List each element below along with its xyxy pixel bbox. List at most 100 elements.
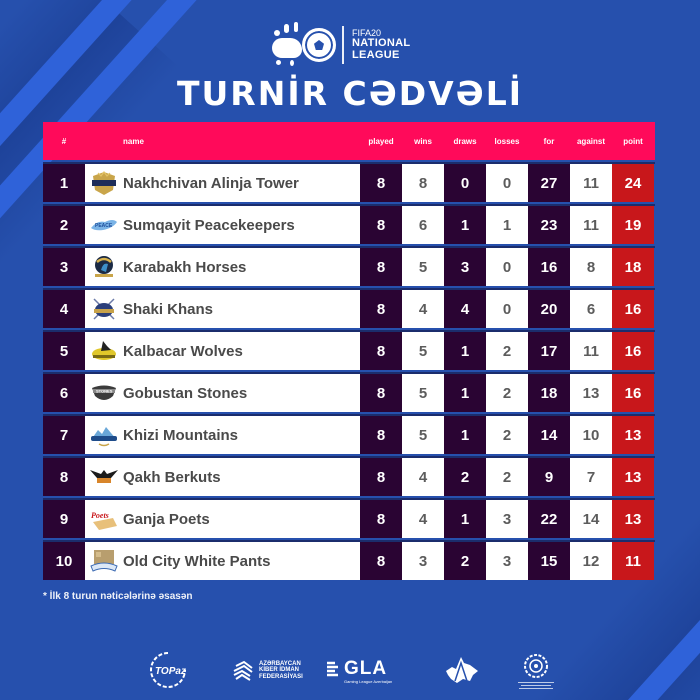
topaz-ring-icon: TOPaz xyxy=(150,651,186,688)
brand-line-2: NATIONAL xyxy=(352,37,411,50)
goals-against-cell: 10 xyxy=(570,416,612,454)
points-cell: 11 xyxy=(612,542,654,580)
losses-cell: 2 xyxy=(486,458,528,496)
played-cell: 8 xyxy=(360,374,402,412)
goals-against-cell: 11 xyxy=(570,164,612,202)
draws-cell: 1 xyxy=(444,374,486,412)
goals-for-cell: 22 xyxy=(528,500,570,538)
draws-cell: 1 xyxy=(444,416,486,454)
team-name-cell: Nakhchivan Alinja Tower xyxy=(85,164,360,202)
team-name: Karabakh Horses xyxy=(123,258,247,276)
splash-ball-icon xyxy=(270,22,336,68)
wins-cell: 5 xyxy=(402,248,444,286)
rank-cell: 3 xyxy=(43,248,85,286)
gla-logo: GLA Gaming League Azerbaijan xyxy=(326,648,392,693)
goals-for-cell: 16 xyxy=(528,248,570,286)
team-name: Nakhchivan Alinja Tower xyxy=(123,174,299,192)
losses-cell: 3 xyxy=(486,542,528,580)
team-name-cell: PEACE Sumqayit Peacekeepers xyxy=(85,206,360,244)
goals-against-cell: 14 xyxy=(570,500,612,538)
goals-for-cell: 17 xyxy=(528,332,570,370)
team-name: Qakh Berkuts xyxy=(123,468,221,486)
played-cell: 8 xyxy=(360,500,402,538)
table-row: 10 Old City White Pants 8 3 2 3 15 12 11 xyxy=(43,540,655,580)
wins-cell: 4 xyxy=(402,500,444,538)
goals-for-cell: 20 xyxy=(528,290,570,328)
played-cell: 8 xyxy=(360,290,402,328)
losses-cell: 0 xyxy=(486,290,528,328)
horses-logo-icon xyxy=(89,254,119,280)
table-row: 5 Kalbacar Wolves 8 5 1 2 17 11 16 xyxy=(43,330,655,370)
ministry-map-logo xyxy=(443,648,481,693)
brand-line-3: LEAGUE xyxy=(352,48,400,61)
losses-cell: 1 xyxy=(486,206,528,244)
draws-cell: 1 xyxy=(444,500,486,538)
white-pants-logo-icon xyxy=(89,548,119,574)
table-row: 3 Karabakh Horses 8 5 3 0 16 8 18 xyxy=(43,246,655,286)
rank-cell: 8 xyxy=(43,458,85,496)
draws-cell: 2 xyxy=(444,542,486,580)
played-cell: 8 xyxy=(360,332,402,370)
played-cell: 8 xyxy=(360,164,402,202)
goals-against-cell: 8 xyxy=(570,248,612,286)
wins-cell: 3 xyxy=(402,542,444,580)
mountains-logo-icon xyxy=(89,422,119,448)
poets-logo-icon: Poets xyxy=(89,506,119,532)
standings-table: # name played wins draws losses for agai… xyxy=(43,122,655,580)
points-cell: 16 xyxy=(612,290,654,328)
points-cell: 18 xyxy=(612,248,654,286)
goals-against-cell: 11 xyxy=(570,332,612,370)
losses-cell: 2 xyxy=(486,416,528,454)
team-name-cell: Poets Ganja Poets xyxy=(85,500,360,538)
ornament-emblem-icon xyxy=(524,653,548,678)
played-cell: 8 xyxy=(360,206,402,244)
played-cell: 8 xyxy=(360,458,402,496)
svg-text:Poets: Poets xyxy=(91,511,109,520)
draws-cell: 1 xyxy=(444,332,486,370)
goals-against-cell: 12 xyxy=(570,542,612,580)
rank-cell: 10 xyxy=(43,542,85,580)
losses-cell: 0 xyxy=(486,248,528,286)
berkuts-logo-icon xyxy=(89,464,119,490)
team-name-cell: Khizi Mountains xyxy=(85,416,360,454)
team-name-cell: STONES Gobustan Stones xyxy=(85,374,360,412)
goals-for-cell: 9 xyxy=(528,458,570,496)
team-name: Shaki Khans xyxy=(123,300,214,318)
team-name-cell: Karabakh Horses xyxy=(85,248,360,286)
draws-cell: 0 xyxy=(444,164,486,202)
draws-cell: 4 xyxy=(444,290,486,328)
points-cell: 24 xyxy=(612,164,654,202)
losses-cell: 2 xyxy=(486,374,528,412)
akif-emblem-icon xyxy=(233,660,253,681)
goals-for-cell: 27 xyxy=(528,164,570,202)
table-row: 4 Shaki Khans 8 4 4 0 20 6 16 xyxy=(43,288,655,328)
points-cell: 19 xyxy=(612,206,654,244)
points-cell: 16 xyxy=(612,374,654,412)
header-against: against xyxy=(576,136,605,146)
footnote: * İlk 8 turun nəticələrinə əsasən xyxy=(43,591,193,602)
svg-text:PEACE: PEACE xyxy=(95,223,113,229)
team-name: Kalbacar Wolves xyxy=(123,342,243,360)
header-losses: losses xyxy=(494,136,520,146)
team-name: Old City White Pants xyxy=(123,552,271,570)
stones-logo-icon: STONES xyxy=(89,380,119,406)
team-name-cell: Shaki Khans xyxy=(85,290,360,328)
state-agency-logo xyxy=(518,648,554,693)
league-logo: FIFA20 NATIONAL LEAGUE xyxy=(270,20,440,70)
sponsor-bar: TOPaz AZƏRBAYCAN KİBER İDMAN FEDERASİYAS… xyxy=(0,648,700,693)
wins-cell: 8 xyxy=(402,164,444,202)
goals-against-cell: 7 xyxy=(570,458,612,496)
draws-cell: 1 xyxy=(444,206,486,244)
rank-cell: 2 xyxy=(43,206,85,244)
table-header: # name played wins draws losses for agai… xyxy=(43,122,655,160)
table-row: 2 PEACE Sumqayit Peacekeepers 8 6 1 1 23 11 19 xyxy=(43,204,655,244)
losses-cell: 0 xyxy=(486,164,528,202)
rank-cell: 5 xyxy=(43,332,85,370)
akif-line-3: FEDERASİYASI xyxy=(259,673,303,680)
header-point: point xyxy=(623,136,643,146)
team-name-cell: Kalbacar Wolves xyxy=(85,332,360,370)
alinja-tower-logo-icon xyxy=(89,170,119,196)
wins-cell: 5 xyxy=(402,332,444,370)
played-cell: 8 xyxy=(360,542,402,580)
points-cell: 13 xyxy=(612,500,654,538)
